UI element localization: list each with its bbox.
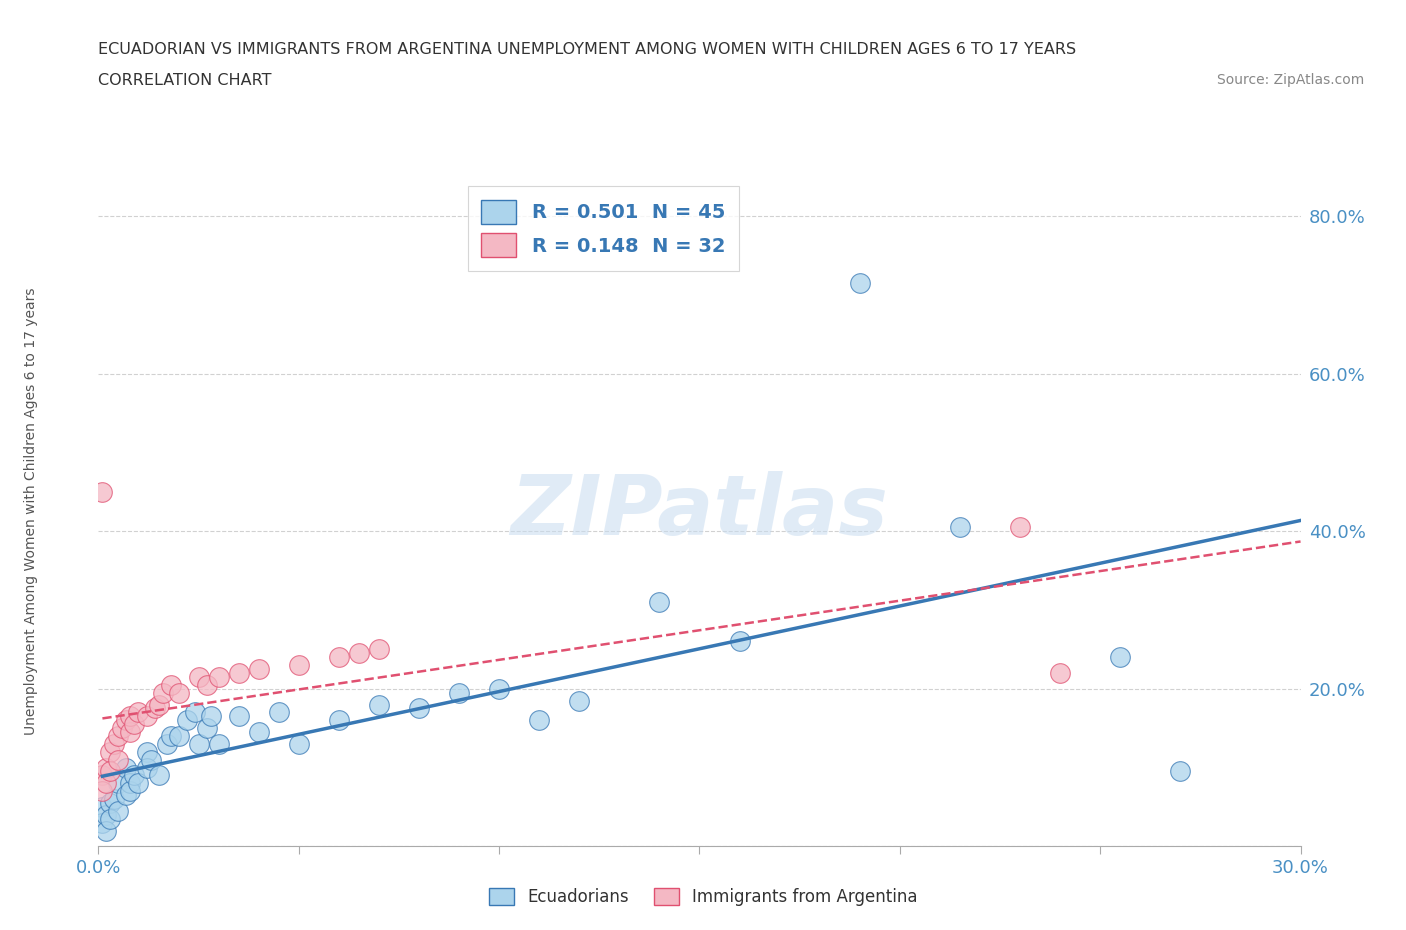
Point [96, 807, 118, 822]
Point [728, 634, 751, 649]
Point [103, 791, 125, 806]
Point [288, 658, 311, 672]
Point [107, 776, 129, 790]
Point [91, 816, 114, 830]
Text: ECUADORIAN VS IMMIGRANTS FROM ARGENTINA UNEMPLOYMENT AMONG WOMEN WITH CHILDREN A: ECUADORIAN VS IMMIGRANTS FROM ARGENTINA … [98, 42, 1077, 57]
Point [849, 275, 872, 290]
Point [115, 760, 138, 775]
Point [100, 795, 122, 810]
Point [96, 776, 118, 790]
Point [328, 650, 350, 665]
Point [115, 712, 138, 727]
Point [91, 800, 114, 815]
Point [159, 677, 181, 692]
Point [167, 685, 190, 700]
Point [124, 768, 146, 783]
Point [103, 737, 125, 751]
Text: Unemployment Among Women with Children Ages 6 to 17 years: Unemployment Among Women with Children A… [24, 287, 38, 736]
Point [155, 737, 177, 751]
Point [288, 737, 311, 751]
Point [143, 701, 166, 716]
Point [247, 661, 270, 676]
Point [328, 712, 350, 727]
Legend: R = 0.501  N = 45, R = 0.148  N = 32: R = 0.501 N = 45, R = 0.148 N = 32 [468, 186, 740, 271]
Point [200, 709, 222, 724]
Point [107, 728, 129, 743]
Point [120, 784, 142, 799]
Point [100, 744, 122, 759]
Point [128, 705, 150, 720]
Point [100, 811, 122, 826]
Point [648, 594, 671, 609]
Point [1049, 666, 1071, 681]
Point [187, 737, 209, 751]
Point [148, 768, 170, 783]
Text: CORRELATION CHART: CORRELATION CHART [98, 73, 271, 87]
Text: Source: ZipAtlas.com: Source: ZipAtlas.com [1216, 73, 1364, 86]
Point [488, 682, 510, 697]
Point [183, 705, 205, 720]
Point [568, 693, 591, 708]
Point [267, 705, 290, 720]
Point [408, 701, 430, 716]
Point [195, 721, 218, 736]
Point [128, 776, 150, 790]
Point [167, 728, 190, 743]
Point [135, 709, 157, 724]
Point [107, 752, 129, 767]
Point [152, 685, 174, 700]
Point [107, 804, 129, 818]
Point [195, 677, 218, 692]
Point [1170, 764, 1192, 779]
Point [228, 709, 250, 724]
Point [96, 823, 118, 838]
Point [1109, 650, 1132, 665]
Point [347, 645, 370, 660]
Point [148, 698, 170, 712]
Point [120, 724, 142, 739]
Point [111, 721, 134, 736]
Point [187, 670, 209, 684]
Point [91, 784, 114, 799]
Point [115, 788, 138, 803]
Point [100, 764, 122, 779]
Text: ZIPatlas: ZIPatlas [510, 471, 889, 552]
Point [91, 485, 114, 499]
Point [120, 776, 142, 790]
Point [91, 768, 114, 783]
Point [176, 712, 198, 727]
Point [949, 520, 972, 535]
Point [1010, 520, 1032, 535]
Point [228, 666, 250, 681]
Point [247, 724, 270, 739]
Point [96, 760, 118, 775]
Point [120, 709, 142, 724]
Point [139, 752, 162, 767]
Point [447, 685, 470, 700]
Point [208, 737, 231, 751]
Point [135, 744, 157, 759]
Point [135, 760, 157, 775]
Point [368, 698, 391, 712]
Point [124, 717, 146, 732]
Point [529, 712, 551, 727]
Point [208, 670, 231, 684]
Point [368, 642, 391, 657]
Legend: Ecuadorians, Immigrants from Argentina: Ecuadorians, Immigrants from Argentina [482, 881, 924, 912]
Point [159, 728, 181, 743]
